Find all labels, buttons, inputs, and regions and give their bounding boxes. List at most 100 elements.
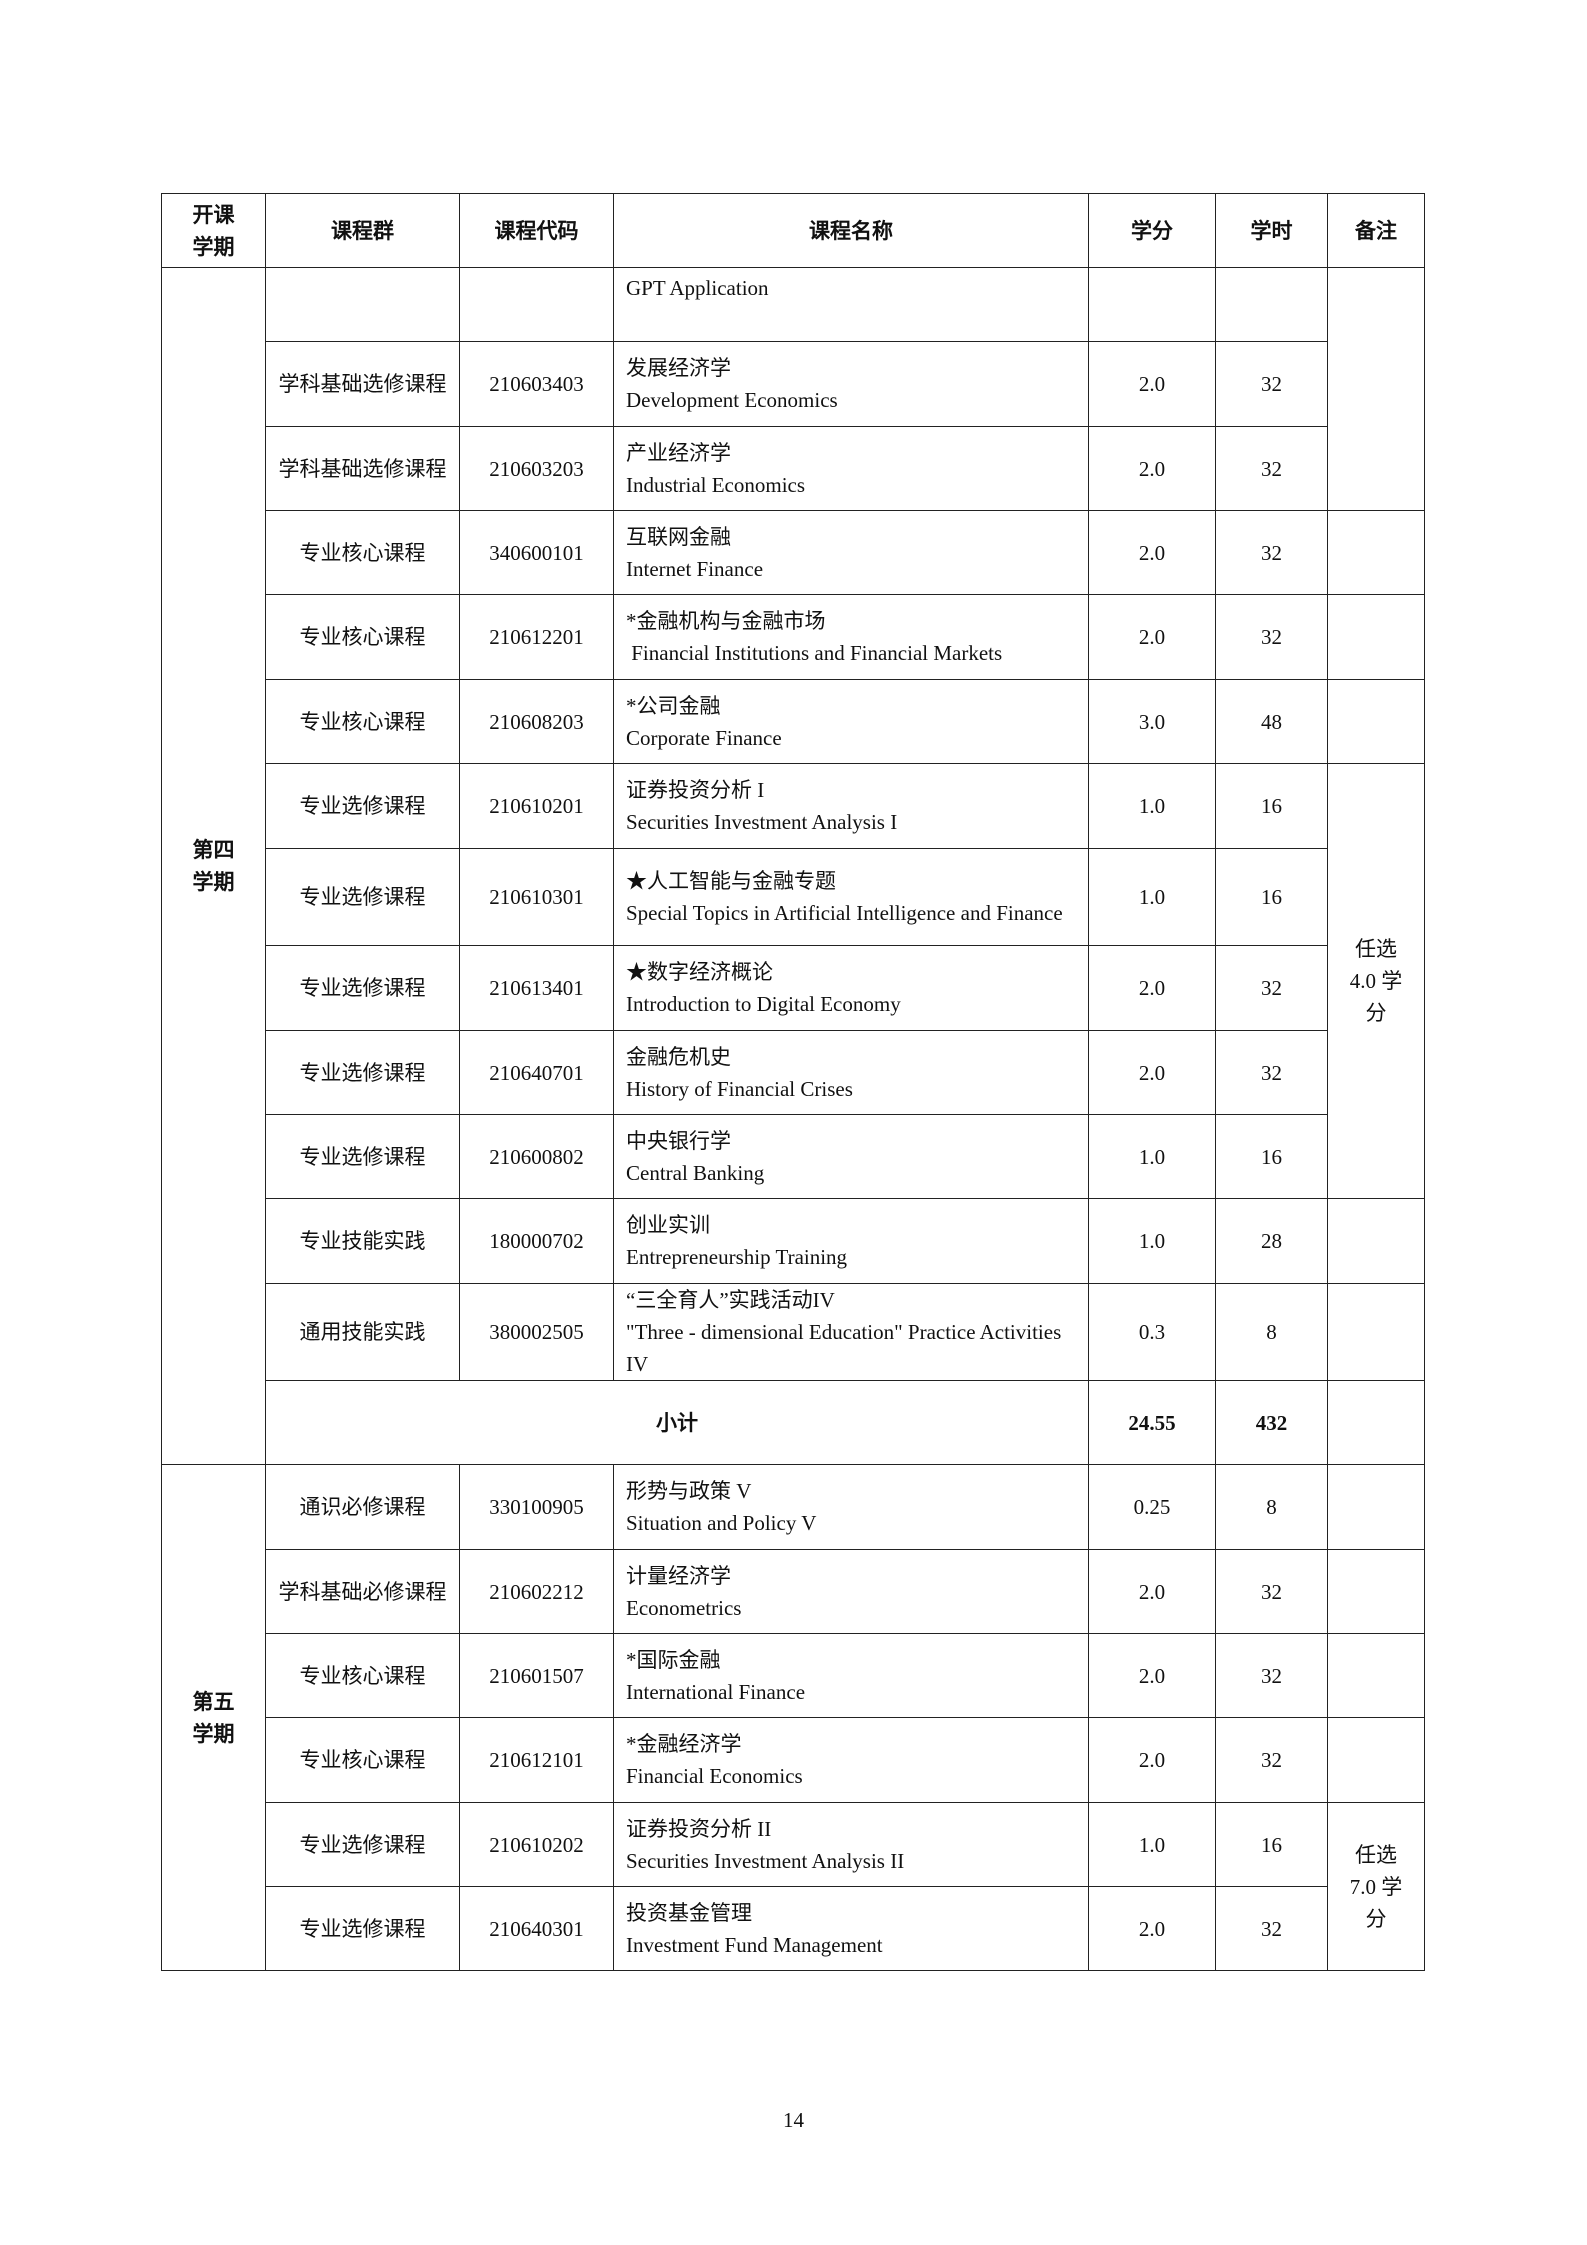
course-hours: 32 (1215, 594, 1328, 680)
course-name: 计量经济学 Econometrics (613, 1549, 1089, 1634)
remark-cell (1327, 1633, 1425, 1718)
course-code: 210602212 (459, 1549, 614, 1634)
course-name: 形势与政策 V Situation and Policy V (613, 1464, 1089, 1550)
course-hours: 32 (1215, 1549, 1328, 1634)
course-code: 210608203 (459, 679, 614, 764)
course-name: 金融危机史 History of Financial Crises (613, 1030, 1089, 1115)
remark-cell (1327, 594, 1425, 680)
course-hours: 32 (1215, 1633, 1328, 1718)
course-credit: 1.0 (1088, 1802, 1216, 1887)
course-name-cn: *金融经济学 (626, 1732, 742, 1756)
course-name: 发展经济学 Development Economics (613, 341, 1089, 427)
table-row: 第四 学期 GPT Application (161, 267, 1425, 1465)
subtotal-row: 小计 24.55 432 (162, 1380, 1425, 1465)
course-name: 投资基金管理 Investment Fund Management (613, 1886, 1089, 1971)
course-name-en: Econometrics (626, 1595, 742, 1620)
header-hours: 学时 (1215, 193, 1328, 268)
course-group: 专业选修课程 (265, 1802, 460, 1887)
course-hours: 32 (1215, 510, 1328, 595)
table-row: 学科基础选修课程 210603403 发展经济学 Development Econom… (162, 341, 1425, 427)
course-name-cn: “三全育人”实践活动IV (626, 1288, 835, 1312)
course-name-en: Securities Investment Analysis I (626, 810, 898, 834)
course-group: 专业核心课程 (265, 1717, 460, 1803)
course-hours: 32 (1215, 341, 1328, 427)
remark-cell: 任选 4.0 学 分 (1327, 763, 1425, 1199)
remark-cell (1327, 1717, 1425, 1803)
course-name: *公司金融 Corporate Finance (613, 679, 1089, 764)
course-name-en: Internet Finance (626, 556, 764, 581)
course-credit: 1.0 (1088, 848, 1216, 946)
course-credit: 2.0 (1088, 945, 1216, 1031)
table-row: 通用技能实践 380002505 “三全育人”实践活动IV "Three - dime… (162, 1283, 1425, 1381)
course-code: 210601507 (459, 1633, 614, 1718)
course-group: 专业选修课程 (265, 1030, 460, 1115)
course-name-cn: 互联网金融 (626, 524, 731, 549)
course-name-en: Entrepreneurship Training (626, 1245, 848, 1269)
header-row: 开课 学期 课程群 课程代码 课程名称 学分 学时 备注 (161, 193, 1425, 268)
course-name-cn: 证券投资分析 I (626, 778, 765, 802)
course-name-en: Industrial Economics (626, 472, 806, 497)
table-row: 学科基础选修课程 210603203 产业经济学 Industrial Economi… (162, 426, 1425, 511)
course-hours: 32 (1215, 1030, 1328, 1115)
course-name: 创业实训 Entrepreneurship Training (613, 1198, 1089, 1284)
remark-cell: 任选 7.0 学 分 (1327, 1802, 1425, 1971)
course-name-en: GPT Application (626, 276, 769, 300)
table-row: 专业选修课程 210640301 投资基金管理 Investment Fund Man… (162, 1886, 1425, 1971)
course-code: 380002505 (459, 1283, 614, 1381)
course-name-en: Development Economics (626, 388, 838, 412)
term-cell: 第五 学期 (161, 1464, 266, 1971)
course-code: 210640301 (459, 1886, 614, 1971)
course-group: 专业核心课程 (265, 510, 460, 595)
remark-cell (1327, 1549, 1425, 1634)
table-row: 专业选修课程 210600802 中央银行学 Central Banking 1.0 16 (162, 1114, 1425, 1199)
course-name-cn: *公司金融 (626, 693, 721, 718)
course-credit: 2.0 (1088, 1549, 1216, 1634)
course-credit: 1.0 (1088, 763, 1216, 849)
course-name-cn: ★人工智能与金融专题 (626, 869, 836, 893)
subtotal-credit: 24.55 (1088, 1380, 1216, 1465)
header-term: 开课 学期 (161, 193, 266, 268)
course-name-cn: 投资基金管理 (626, 1900, 752, 1925)
remark-cell (1327, 679, 1425, 764)
course-hours: 48 (1215, 679, 1328, 764)
course-hours: 32 (1215, 426, 1328, 511)
course-hours: 16 (1215, 848, 1328, 946)
course-credit (1088, 267, 1216, 342)
course-credit: 1.0 (1088, 1114, 1216, 1199)
subtotal-remark (1327, 1380, 1425, 1465)
course-name: 互联网金融 Internet Finance (613, 510, 1089, 595)
course-name-en: Financial Institutions and Financial Mar… (626, 641, 1003, 665)
course-code: 210610201 (459, 763, 614, 849)
course-name: *金融机构与金融市场 Financial Institutions and Fi… (613, 594, 1089, 680)
course-name-cn: 中央银行学 (626, 1128, 731, 1153)
course-group: 学科基础选修课程 (265, 341, 460, 427)
course-name-en: Securities Investment Analysis II (626, 1848, 905, 1873)
table-row: 专业核心课程 340600101 互联网金融 Internet Finance 2.0 3… (162, 510, 1425, 595)
course-credit: 2.0 (1088, 1030, 1216, 1115)
course-name-en: Central Banking (626, 1160, 765, 1185)
course-group: 专业核心课程 (265, 679, 460, 764)
course-group: 专业技能实践 (265, 1198, 460, 1284)
course-name-en: Financial Economics (626, 1764, 803, 1788)
course-name-en: "Three - dimensional Education" Practice… (626, 1320, 1067, 1376)
course-group: 专业选修课程 (265, 848, 460, 946)
course-name-en: Special Topics in Artificial Intelligenc… (626, 901, 1063, 925)
course-name-cn: 创业实训 (626, 1213, 710, 1237)
header-credit: 学分 (1088, 193, 1216, 268)
course-code: 210610301 (459, 848, 614, 946)
course-group: 专业选修课程 (265, 763, 460, 849)
course-name-cn: 金融危机史 (626, 1044, 731, 1069)
course-group: 通识必修课程 (265, 1464, 460, 1550)
course-hours: 8 (1215, 1464, 1328, 1550)
remark-cell (1327, 1198, 1425, 1284)
table-row: 专业核心课程 210612201 *金融机构与金融市场 Financial Inst… (162, 594, 1425, 680)
table-row: 专业核心课程 210601507 *国际金融 International Financ… (162, 1633, 1425, 1718)
course-group: 专业选修课程 (265, 1886, 460, 1971)
subtotal-label: 小计 (265, 1380, 1089, 1465)
course-credit: 2.0 (1088, 341, 1216, 427)
course-code: 210603203 (459, 426, 614, 511)
course-name-en: Situation and Policy V (626, 1511, 817, 1535)
course-name-en: Introduction to Digital Economy (626, 992, 901, 1016)
remark-cell (1327, 1464, 1425, 1550)
course-code: 210610202 (459, 1802, 614, 1887)
